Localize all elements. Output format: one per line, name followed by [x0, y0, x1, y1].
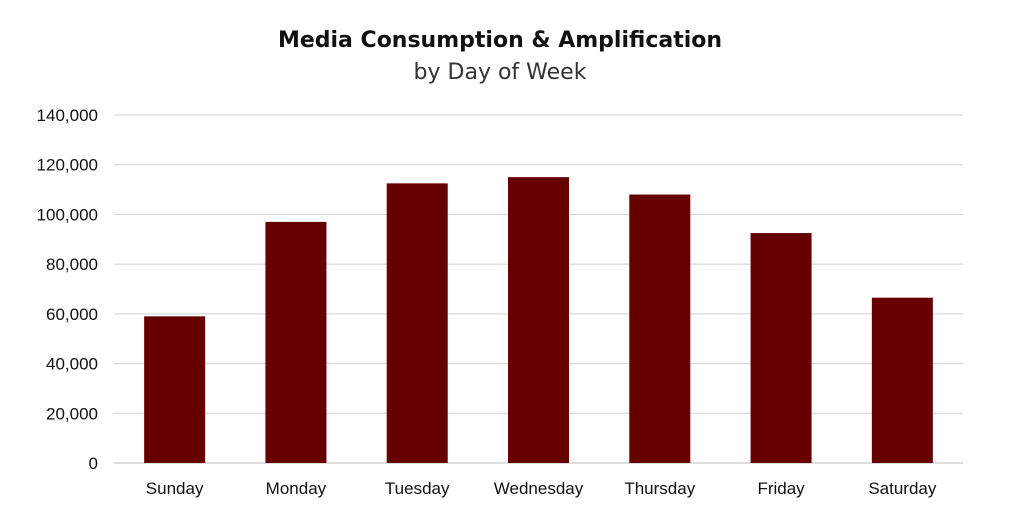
- bar-thursday: [629, 194, 691, 464]
- y-axis-ticks: 0 20,000 40,000 60,000 80,000 100,000 120,000 1…: [37, 106, 98, 473]
- bar-friday: [750, 233, 812, 463]
- bar-tuesday: [386, 183, 448, 463]
- y-tick-label: 20,000: [46, 404, 98, 423]
- chart-subtitle: by Day of Week: [413, 60, 587, 85]
- bar-sunday: [144, 316, 206, 463]
- bar-monday: [265, 221, 327, 463]
- y-tick-label: 100,000: [37, 205, 98, 224]
- y-tick-label: 0: [89, 454, 98, 473]
- x-tick-label: Tuesday: [385, 479, 450, 498]
- x-tick-label: Thursday: [624, 479, 695, 498]
- x-tick-label: Wednesday: [494, 479, 584, 498]
- bars: [144, 177, 933, 464]
- x-tick-label: Friday: [757, 479, 805, 498]
- y-tick-label: 140,000: [37, 106, 98, 125]
- y-tick-label: 40,000: [46, 355, 98, 374]
- x-tick-label: Saturday: [868, 479, 937, 498]
- y-tick-label: 80,000: [46, 255, 98, 274]
- bar-wednesday: [508, 177, 569, 463]
- chart-title: Media Consumption & Amplification: [277, 28, 723, 53]
- x-tick-label: Monday: [266, 479, 327, 498]
- x-axis-ticks: Sunday Monday Tuesday Wednesday Thursday Frid…: [146, 479, 937, 498]
- x-tick-label: Sunday: [146, 479, 204, 498]
- bar-saturday: [871, 297, 933, 463]
- y-tick-label: 60,000: [46, 305, 98, 324]
- y-tick-label: 120,000: [37, 156, 98, 175]
